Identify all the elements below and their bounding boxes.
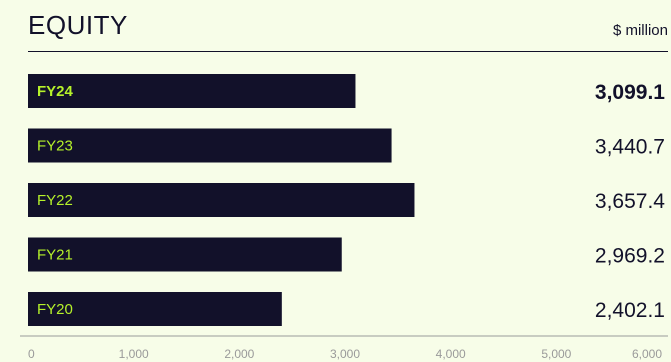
bar-fy24 bbox=[28, 74, 356, 108]
bar-fy22 bbox=[28, 183, 415, 217]
category-label-fy24: FY24 bbox=[37, 83, 74, 100]
value-label-fy23: 3,440.7 bbox=[595, 136, 665, 159]
title-divider bbox=[28, 51, 668, 52]
chart-title: EQUITY bbox=[28, 10, 128, 40]
x-tick-label-2000: 2,000 bbox=[224, 347, 254, 361]
x-tick-label-3000: 3,000 bbox=[330, 347, 360, 361]
value-label-fy20: 2,402.1 bbox=[595, 299, 665, 322]
bar-fy23 bbox=[28, 128, 392, 163]
x-tick-label-4000: 4,000 bbox=[436, 347, 466, 361]
x-tick-label-0: 0 bbox=[28, 347, 35, 361]
category-label-fy23: FY23 bbox=[37, 138, 73, 155]
bar-fy20 bbox=[28, 292, 282, 326]
x-tick-label-6000: 6,000 bbox=[632, 347, 662, 361]
unit-label: $ million bbox=[612, 22, 668, 39]
bar-fy21 bbox=[28, 237, 342, 272]
value-label-fy21: 2,969.2 bbox=[595, 245, 665, 268]
x-tick-label-1000: 1,000 bbox=[119, 347, 149, 361]
x-tick-label-5000: 5,000 bbox=[541, 347, 571, 361]
category-label-fy22: FY22 bbox=[37, 192, 73, 209]
category-label-fy20: FY20 bbox=[37, 301, 73, 318]
category-label-fy21: FY21 bbox=[37, 247, 73, 264]
value-label-fy24: 3,099.1 bbox=[595, 81, 665, 104]
value-label-fy22: 3,657.4 bbox=[595, 190, 665, 213]
